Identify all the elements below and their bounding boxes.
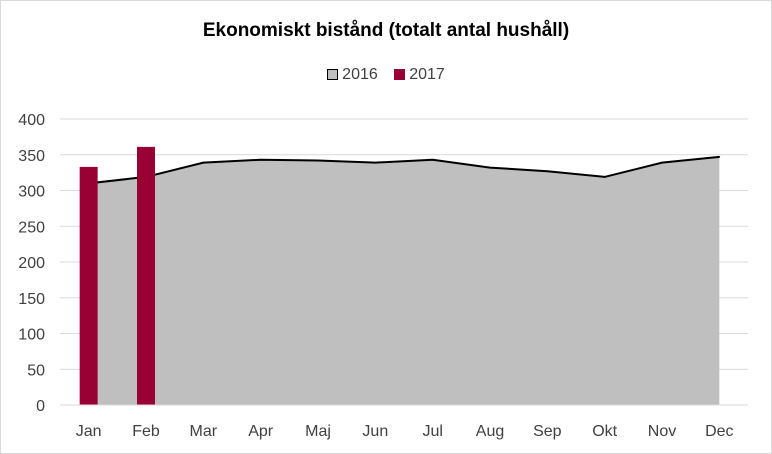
y-tick-label: 400 bbox=[18, 112, 45, 129]
y-tick-label: 300 bbox=[18, 184, 45, 201]
line-2016 bbox=[88, 155, 720, 185]
x-tick-label: Nov bbox=[648, 423, 676, 440]
area-2016 bbox=[88, 156, 720, 405]
point-2016-jul bbox=[431, 158, 434, 161]
x-tick-label: Maj bbox=[305, 423, 331, 440]
point-2016-dec bbox=[718, 156, 721, 158]
point-2016-jun bbox=[374, 161, 377, 164]
point-2016-mar bbox=[202, 161, 205, 164]
x-tick-label: Dec bbox=[705, 423, 733, 440]
x-tick-label: Aug bbox=[476, 423, 504, 440]
y-tick-label: 350 bbox=[18, 148, 45, 165]
chart-title: Ekonomiskt bistånd (totalt antal hushåll… bbox=[202, 20, 570, 41]
y-tick-label: 0 bbox=[36, 398, 45, 415]
legend-swatch-2017 bbox=[394, 69, 406, 80]
x-tick-label: Sep bbox=[533, 423, 562, 440]
x-tick-label: Okt bbox=[592, 423, 617, 440]
bar-2017-jan bbox=[79, 166, 98, 405]
y-tick-label: 150 bbox=[18, 291, 45, 308]
point-2016-aug bbox=[489, 166, 491, 169]
point-2016-okt bbox=[603, 176, 606, 178]
x-tick-label: Feb bbox=[132, 423, 160, 440]
y-tick-label: 50 bbox=[27, 362, 45, 379]
y-tick-label: 100 bbox=[18, 327, 45, 344]
y-tick-label: 200 bbox=[18, 255, 45, 272]
point-2016-nov bbox=[661, 161, 663, 164]
legend-swatch-2016 bbox=[327, 69, 339, 80]
x-tick-label: Jun bbox=[362, 423, 388, 440]
point-2016-maj bbox=[317, 159, 319, 162]
legend: 2016 2017 bbox=[0, 66, 772, 84]
legend-label-2017: 2017 bbox=[409, 66, 445, 83]
legend-label-2016: 2016 bbox=[342, 66, 378, 83]
x-tick-label: Mar bbox=[190, 423, 218, 440]
legend-item-2016: 2016 bbox=[327, 66, 378, 84]
x-tick-label: Apr bbox=[248, 423, 274, 440]
bar-2017-feb bbox=[137, 146, 155, 405]
legend-item-2017: 2017 bbox=[394, 66, 445, 84]
x-tick-label: Jan bbox=[76, 423, 102, 440]
x-tick-label: Jul bbox=[422, 423, 442, 440]
point-2016-sep bbox=[546, 170, 549, 172]
point-2016-apr bbox=[259, 158, 262, 161]
y-tick-label: 250 bbox=[18, 219, 45, 236]
